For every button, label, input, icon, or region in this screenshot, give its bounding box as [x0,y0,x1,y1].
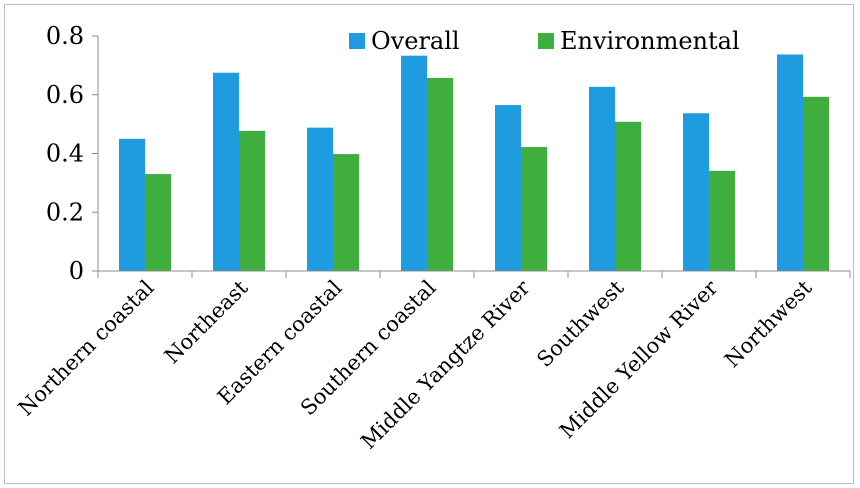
bar-environmental-3 [333,154,359,271]
x-category-label: Middle Yangtze River [356,275,535,454]
legend-swatch-environmental [538,33,554,49]
bar-environmental-4 [427,78,453,271]
legend-label-overall: Overall [371,27,460,55]
y-ticks-group: 0 0.2 0.4 0.6 0.8 [46,22,98,285]
x-category-label: Southwest [532,275,629,372]
bars-group [119,54,829,272]
x-category-label: Northwest [720,275,817,372]
x-category-label: Middle Yellow River [555,275,723,443]
y-tick-label: 0.6 [46,81,84,109]
y-tick-label: 0.4 [46,140,84,168]
y-tick-label: 0 [69,257,84,285]
legend-swatch-overall [349,33,365,49]
bar-environmental-7 [709,170,735,271]
bar-overall-3 [307,127,333,272]
bar-environmental-2 [239,130,265,271]
bar-overall-5 [495,105,521,271]
bar-chart: 00.20.40.60.8 Northern coastal NortheastE… [14,22,851,454]
legend-label-environmental: Environmental [560,27,740,55]
bar-overall-2 [213,72,239,271]
chart-frame: 0 0.2 0.4 0.6 0.8 Northern coastal Northeast E… [4,4,854,484]
bar-overall-6 [589,86,615,271]
bar-overall-8 [777,54,803,271]
bar-overall-4 [401,55,427,272]
bar-environmental-1 [145,174,171,271]
bar-environmental-8 [803,96,829,272]
legend: Overall Environmental [349,27,740,55]
x-category-label: Northeast [160,275,253,368]
y-tick-label: 0.8 [46,22,84,50]
bar-environmental-5 [521,147,547,271]
bar-overall-7 [683,113,709,271]
x-category-label: Northern coastal [14,275,159,420]
bar-overall-1 [119,138,145,271]
bar-environmental-6 [615,121,641,272]
y-tick-label: 0.2 [46,198,84,226]
